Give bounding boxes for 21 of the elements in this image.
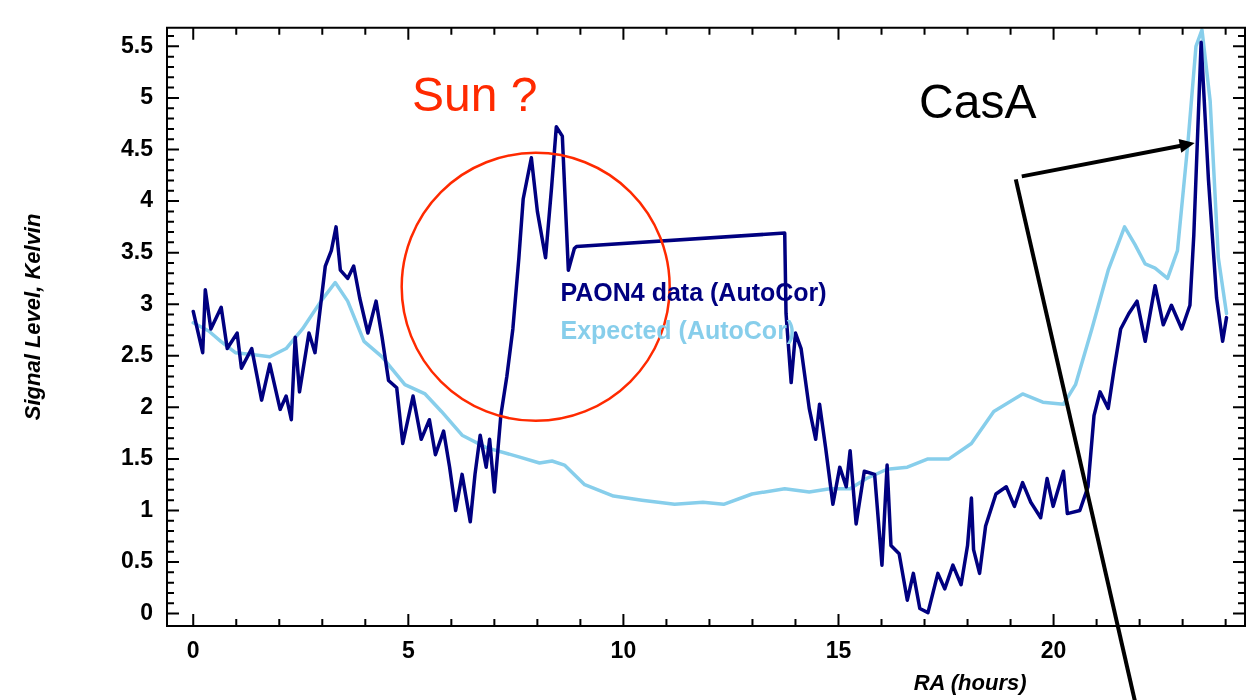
y-tick-label: 4.5 — [121, 134, 154, 161]
y-tick-label: 1.5 — [121, 444, 154, 471]
y-tick-label: 0.5 — [121, 547, 154, 574]
y-tick-label: 5 — [140, 83, 154, 110]
annotation: CasA — [919, 74, 1037, 128]
x-tick-label: 20 — [1040, 637, 1067, 664]
x-tick-label: 15 — [825, 637, 852, 664]
y-tick-label: 2 — [140, 392, 153, 419]
y-axis-title: Signal Level, Kelvin — [20, 213, 46, 421]
annotation: Sun ? — [411, 68, 538, 122]
x-tick-label: 5 — [401, 637, 415, 664]
y-tick-label: 4 — [140, 186, 154, 213]
y-tick-label: 3 — [140, 289, 153, 316]
x-axis-title: RA (hours) — [913, 670, 1027, 696]
y-tick-label: 2.5 — [121, 341, 154, 368]
x-tick-label: 10 — [610, 637, 637, 664]
y-tick-label: 0 — [140, 598, 153, 625]
y-tick-label: 1 — [140, 495, 154, 522]
y-tick-label: 5.5 — [121, 31, 154, 58]
y-tick-label: 3.5 — [121, 237, 154, 264]
x-tick-label: 0 — [186, 637, 200, 664]
